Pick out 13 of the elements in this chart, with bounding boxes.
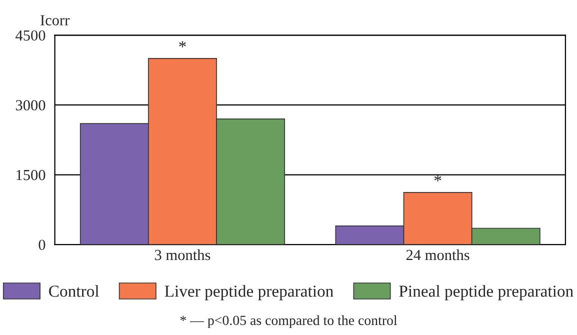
legend-label: Liver peptide preparation [164,285,334,300]
x-tick-label: 3 months [154,249,210,260]
y-tick-label: 1500 [16,170,46,180]
legend-label: Control [49,285,99,297]
y-tick-label: 3000 [16,100,46,110]
annotation: * [179,41,186,48]
legend-label: Pineal peptide preparation [399,285,574,300]
y-tick-label: 4500 [16,30,46,41]
text: * — p<0.05 as compared to the control [180,315,398,328]
y-axis-title: Icorr [40,15,70,26]
x-tick-label: 24 months [406,249,470,260]
y-tick-label: 0 [38,240,46,250]
annotation: * [434,175,442,182]
